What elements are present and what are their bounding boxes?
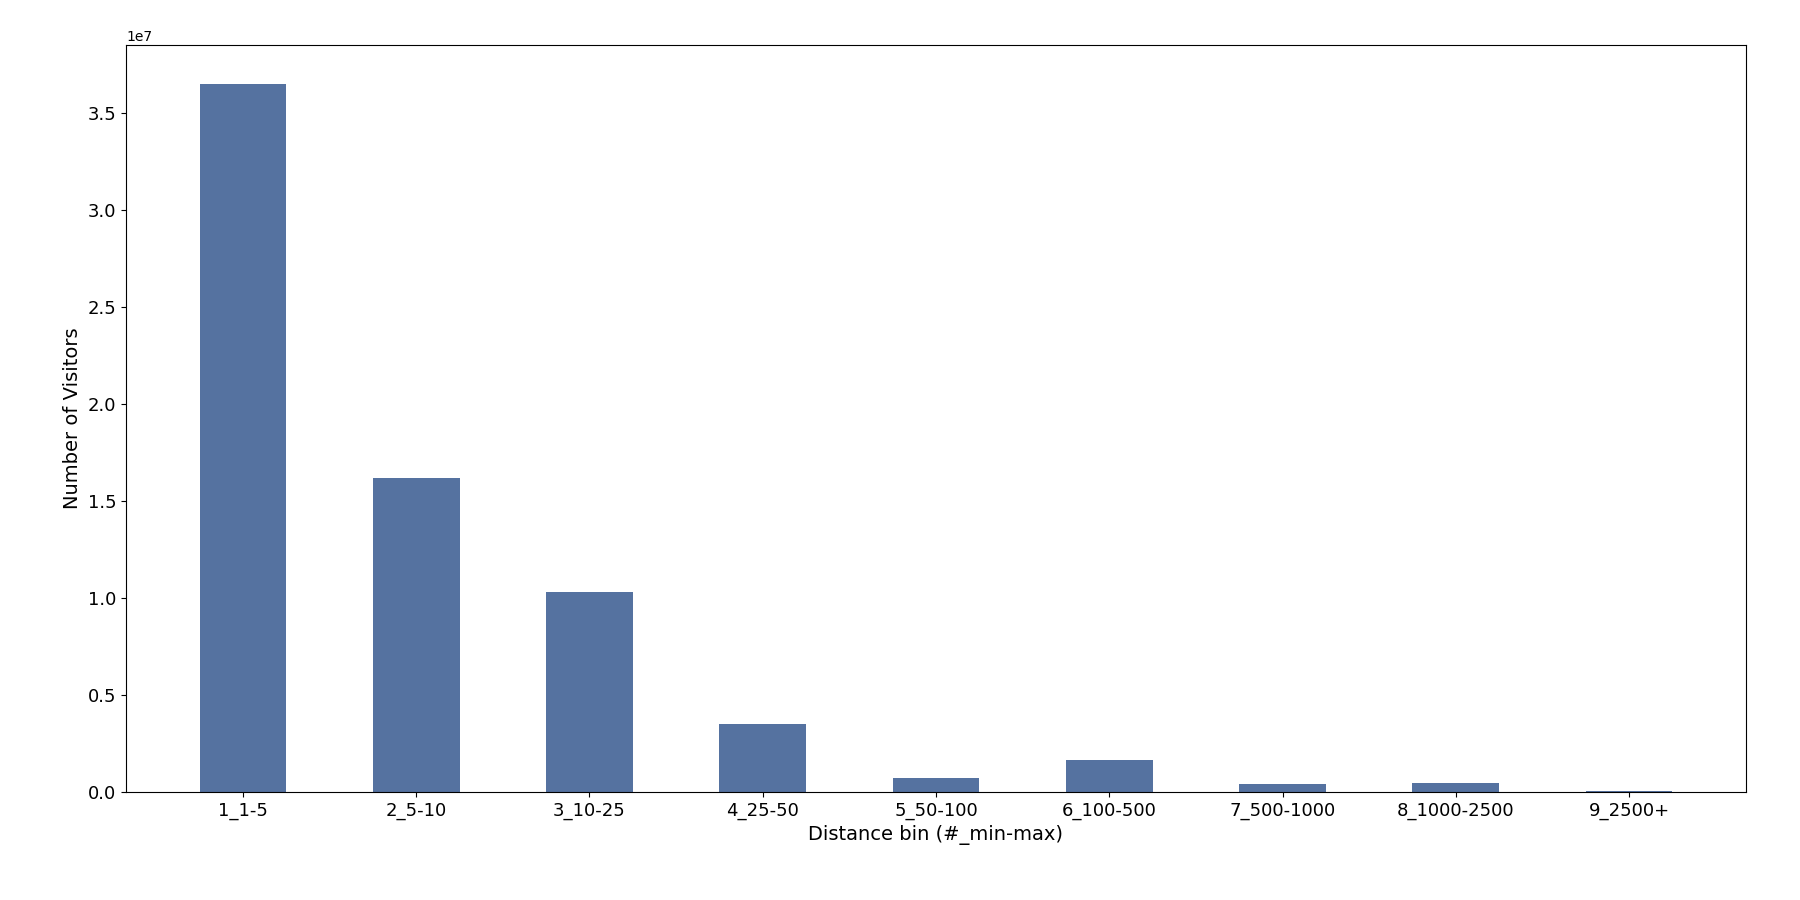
Bar [373, 478, 459, 792]
Y-axis label: Number of Visitors: Number of Visitors [63, 328, 83, 509]
Bar [1066, 760, 1152, 792]
Bar [1413, 783, 1499, 792]
Bar [200, 84, 286, 792]
Bar [893, 778, 979, 792]
Bar [1238, 784, 1327, 792]
X-axis label: Distance bin (#_min-max): Distance bin (#_min-max) [808, 825, 1064, 845]
Bar [720, 724, 806, 792]
Bar [545, 592, 634, 792]
